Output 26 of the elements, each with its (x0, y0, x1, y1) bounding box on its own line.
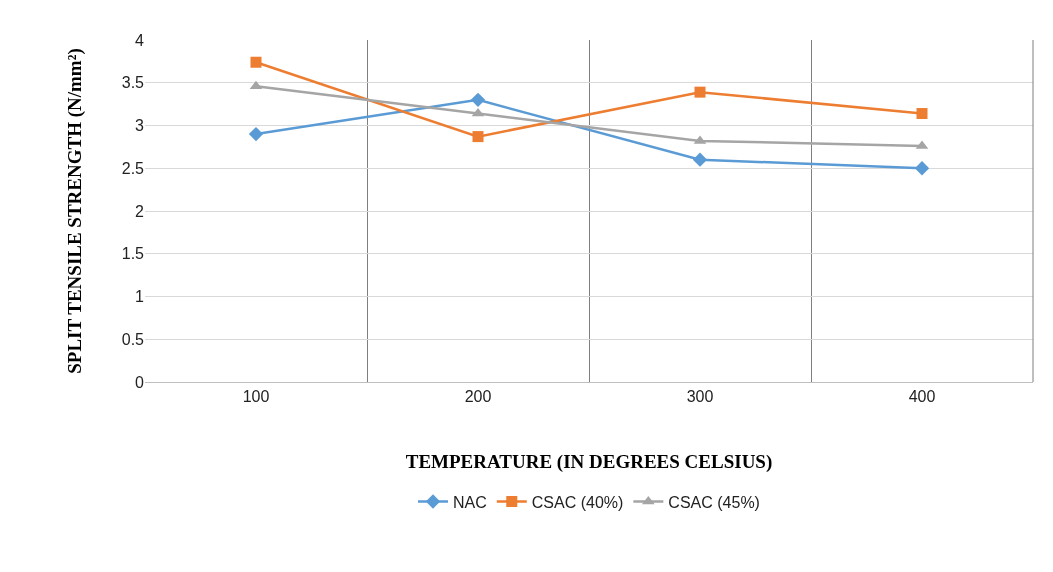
x-axis-title: TEMPERATURE (IN DEGREES CELSIUS) (405, 451, 773, 473)
y-tick-label: 3.5 (121, 74, 145, 92)
point (916, 108, 928, 120)
point (472, 131, 484, 143)
x-tick-label: 200 (464, 388, 492, 406)
point (248, 126, 264, 142)
legend-label: NAC (453, 493, 487, 511)
point (694, 86, 706, 98)
y-tick-label: 2 (135, 202, 145, 220)
legend-label: CSAC (45%) (668, 493, 760, 511)
y-tick-label: 2.5 (121, 159, 145, 177)
y-tick-label: 0 (135, 373, 145, 391)
x-tick-label: 300 (686, 388, 714, 406)
x-tick-label: 400 (908, 388, 936, 406)
x-tick-label: 100 (242, 388, 270, 406)
point (250, 56, 262, 68)
y-tick-label: 1.5 (121, 245, 145, 263)
y-tick-label: 4 (135, 31, 145, 49)
y-tick-label: 0.5 (121, 330, 145, 348)
point (914, 161, 930, 176)
point (692, 152, 708, 167)
y-tick-label: 1 (135, 288, 145, 306)
y-tick-label: 3 (135, 117, 145, 135)
legend-label: CSAC (40%) (531, 493, 624, 511)
point (470, 92, 486, 107)
y-axis-title: SPLIT TENSILE STRENGTH (N/mm²) (63, 48, 86, 374)
